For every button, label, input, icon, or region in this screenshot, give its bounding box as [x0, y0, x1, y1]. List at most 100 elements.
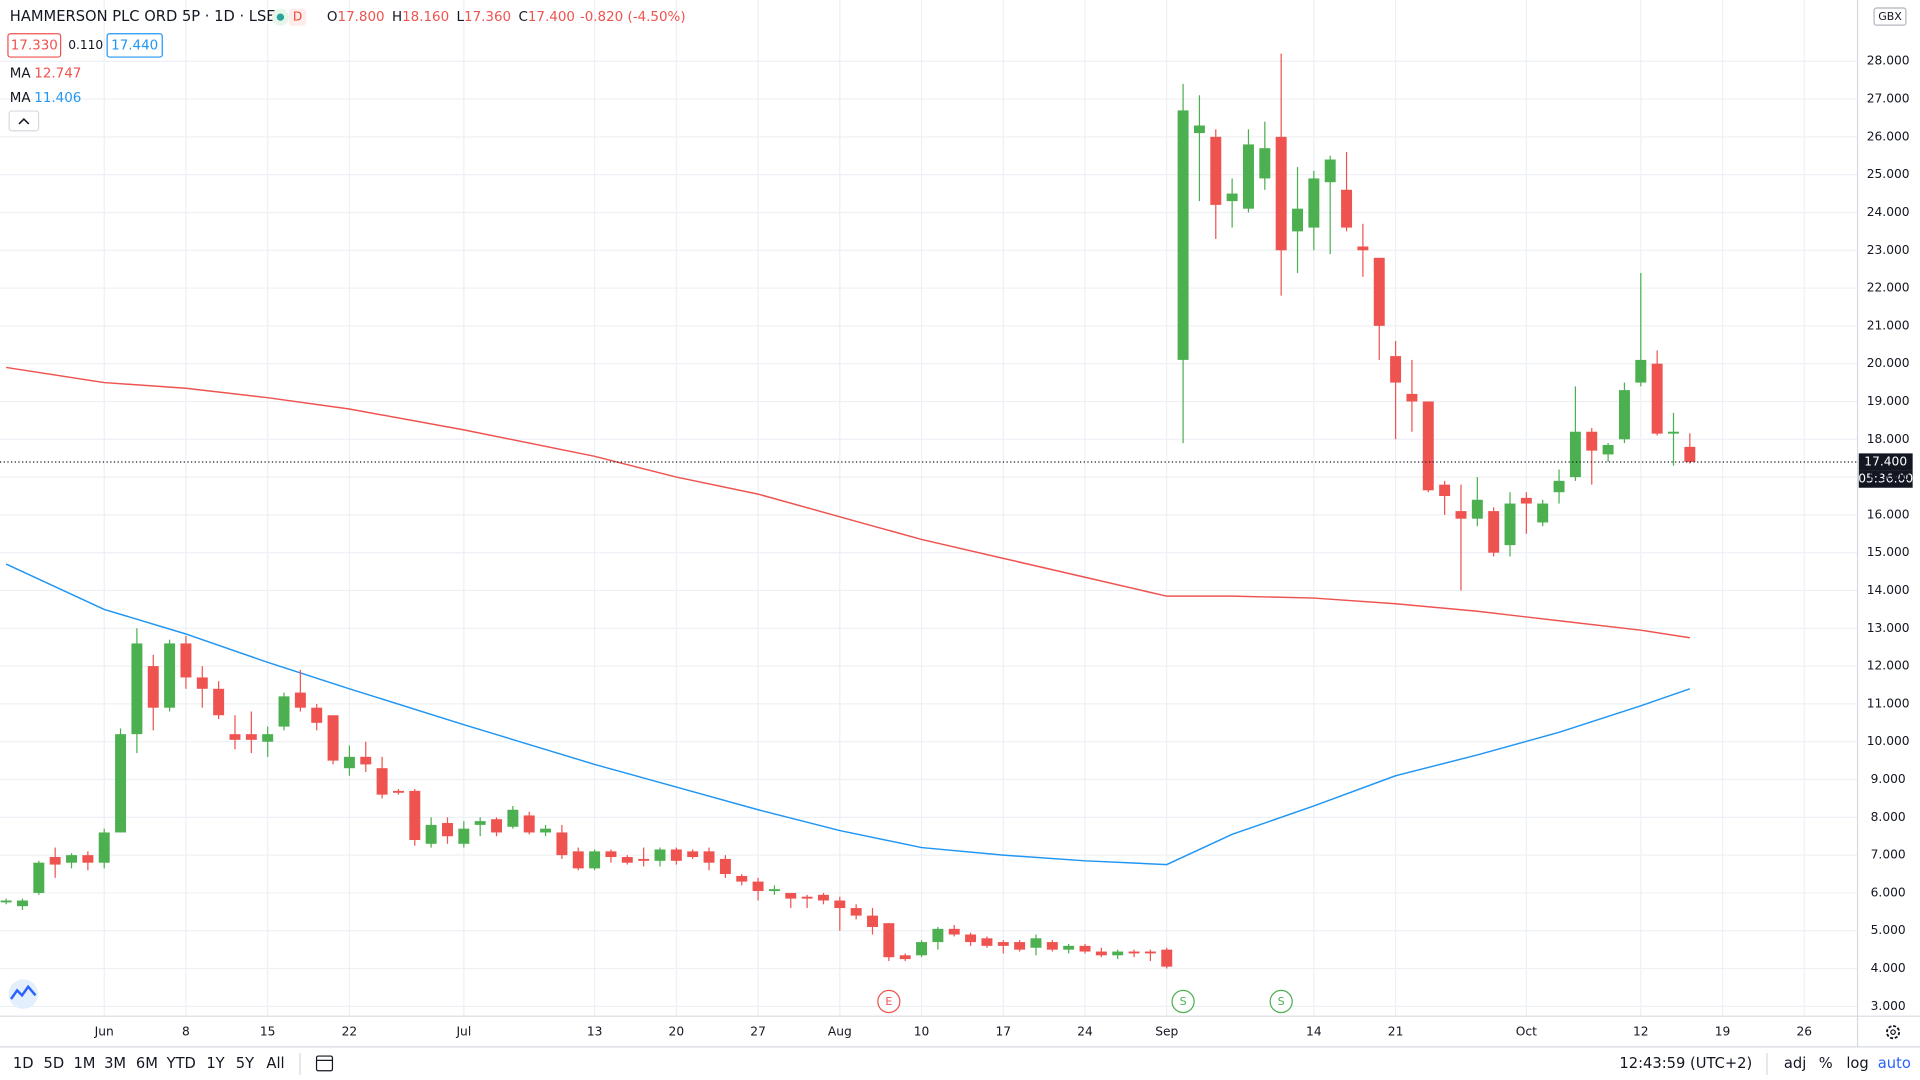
scale-option[interactable]: log [1846, 1055, 1868, 1072]
candle-body [49, 857, 61, 865]
range-button[interactable]: 5Y [236, 1055, 255, 1072]
status-dot [276, 13, 285, 21]
candle-body [572, 851, 584, 869]
event-marker[interactable] [1269, 989, 1293, 1014]
range-button[interactable]: 1D [13, 1055, 34, 1072]
candle-body [703, 851, 715, 863]
candle-body [1488, 511, 1500, 553]
candle-body [1030, 938, 1042, 948]
candle-body [817, 894, 829, 901]
ohlc-value: 17.400 [528, 9, 575, 25]
ohlc-letter: H [392, 9, 402, 25]
range-button[interactable]: 5D [44, 1055, 65, 1072]
x-tick-label: 27 [750, 1025, 766, 1039]
candle-body [736, 875, 748, 882]
event-marker[interactable] [1171, 989, 1195, 1014]
x-tick-label: 21 [1388, 1025, 1404, 1039]
candle-body [131, 643, 143, 735]
candle-body [1275, 136, 1287, 251]
moving-averages [5, 366, 1691, 866]
calendar-icon[interactable] [315, 1055, 334, 1072]
range-button[interactable]: YTD [166, 1055, 196, 1072]
candle-body [719, 858, 731, 875]
candle-body [1161, 949, 1173, 967]
candle-body [164, 643, 176, 708]
indicator-value: 12.747 [34, 66, 81, 82]
x-tick-label: 12 [1633, 1025, 1649, 1039]
candle-body [1553, 480, 1565, 493]
candle-body [229, 734, 241, 740]
range-button[interactable]: 1Y [206, 1055, 225, 1072]
candle-body [376, 768, 388, 795]
candle-body [507, 809, 519, 827]
y-tick-label: 20.000 [1867, 356, 1910, 370]
range-button[interactable]: 1M [73, 1055, 95, 1072]
candle-body [1242, 144, 1254, 209]
y-tick-label: 18.000 [1867, 432, 1910, 446]
x-tick-label: 10 [914, 1025, 930, 1039]
ask-box[interactable] [106, 33, 163, 58]
candle-body [392, 790, 404, 793]
candle-body [98, 832, 110, 863]
candle-body [1668, 431, 1679, 434]
candle-body [1226, 193, 1238, 202]
y-tick-label: 6.000 [1871, 885, 1906, 899]
brand-logo [8, 979, 38, 1009]
candle-body [1520, 497, 1532, 504]
candle-body [1422, 401, 1434, 491]
candle-body [981, 938, 993, 946]
range-button[interactable]: 3M [104, 1055, 126, 1072]
ohlc-value: 17.800 [338, 9, 385, 25]
x-tick-label: 24 [1077, 1025, 1093, 1039]
change-value: -0.820 (-4.50%) [580, 9, 686, 25]
event-label: S [1180, 995, 1187, 1008]
candle-body [1439, 484, 1451, 496]
candle-body [278, 696, 290, 727]
y-tick-label: 24.000 [1867, 205, 1910, 219]
price-axis-extras: GBX [1873, 7, 1907, 1040]
y-tick-label: 16.000 [1867, 507, 1910, 521]
settings-icon[interactable] [1886, 1025, 1901, 1040]
delay-badge: D [293, 10, 302, 24]
x-tick-label: 13 [587, 1025, 603, 1039]
x-tick-label: 22 [342, 1025, 358, 1039]
x-tick-label: Oct [1516, 1025, 1537, 1039]
collapse-button[interactable] [8, 110, 40, 132]
scale-option[interactable]: % [1819, 1055, 1833, 1072]
candle-body [1014, 942, 1026, 950]
candle-body [638, 858, 650, 861]
candle-body [1341, 189, 1353, 228]
y-tick-label: 8.000 [1871, 810, 1906, 824]
y-tick-label: 3.000 [1871, 999, 1906, 1013]
range-button[interactable]: 6M [136, 1055, 158, 1072]
candle-body [262, 734, 274, 742]
bottom-toolbar: 1D 5D 1M 3M 6M YTD 1Y 5Y All 12:43:59 (UTC+2) adj%… [13, 1053, 1911, 1076]
candle-body [360, 756, 372, 765]
x-tick-label: 17 [995, 1025, 1011, 1039]
scale-option[interactable]: auto [1878, 1055, 1911, 1072]
candle-body [327, 715, 339, 761]
candle-body [1373, 257, 1385, 326]
clock[interactable]: 12:43:59 (UTC+2) [1619, 1055, 1752, 1072]
candle-body [1095, 951, 1107, 956]
candle-body [1079, 945, 1091, 952]
y-tick-label: 22.000 [1867, 281, 1910, 295]
y-tick-label: 26.000 [1867, 129, 1910, 143]
bid-box[interactable] [7, 33, 62, 58]
ohlc-letter: L [457, 9, 465, 25]
candle-body [1602, 444, 1614, 455]
legend-header: HAMMERSON PLC ORD 5P · 1D · LSE D O17.80… [7, 8, 686, 132]
event-marker[interactable] [877, 989, 901, 1014]
y-tick-label: 15.000 [1867, 545, 1910, 559]
y-tick-label: 13.000 [1867, 621, 1910, 635]
candle-body [409, 790, 421, 841]
candle-body [605, 851, 617, 858]
scale-option[interactable]: adj [1784, 1055, 1806, 1072]
candle-body [1390, 356, 1402, 383]
candle-body [1259, 148, 1271, 179]
candle-body [1651, 363, 1663, 434]
logo-mark [10, 984, 37, 1000]
candle-body [1635, 359, 1647, 383]
candle-body [1324, 159, 1336, 183]
range-button[interactable]: All [266, 1055, 284, 1072]
